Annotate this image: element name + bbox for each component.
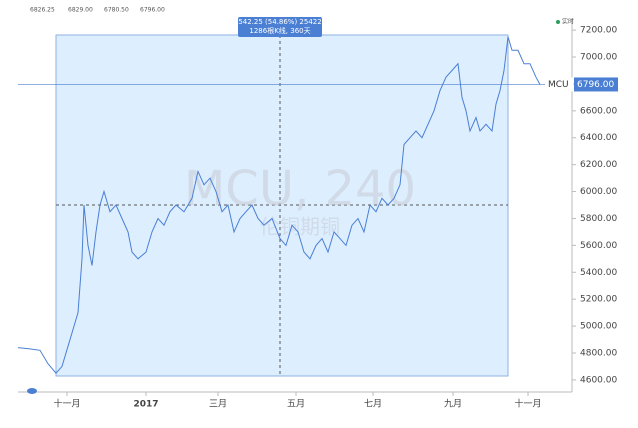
header-open: 6826.25 — [30, 7, 55, 14]
y-tick-label: 6400.00 — [580, 133, 617, 143]
y-tick-label: 6200.00 — [580, 160, 617, 170]
x-tick-label: 十一月 — [53, 398, 80, 410]
y-tick-label: 5000.00 — [580, 322, 617, 332]
y-tick-label: 5800.00 — [580, 214, 617, 224]
y-tick-label: 4800.00 — [580, 348, 617, 358]
watermark-sub: 伦铜期铜 — [260, 215, 340, 239]
y-tick-label: 4600.00 — [580, 375, 617, 385]
watermark: MCU, 240 — [184, 161, 416, 217]
x-tick-label: 2017 — [133, 400, 158, 410]
y-tick-label: 6000.00 — [580, 187, 617, 197]
y-tick-label: 5200.00 — [580, 295, 617, 305]
x-tick-label: 十一月 — [514, 398, 541, 410]
symbol: MCU — [548, 80, 569, 90]
measure-tag — [238, 17, 322, 37]
symbol-tag — [545, 77, 573, 92]
x-tick-label: 七月 — [364, 399, 382, 410]
price-tag-label: 6796.00 — [577, 80, 614, 90]
y-tick-label: 5600.00 — [580, 241, 617, 251]
measure-text: 1286根K线, 360天 — [249, 26, 310, 35]
header-close: 6796.00 — [140, 7, 165, 14]
x-tick-label: 九月 — [444, 399, 462, 410]
live-dot — [556, 20, 560, 24]
measure-box — [55, 34, 509, 377]
measure-text: 2542.25 (54.86%) 254225 — [234, 18, 326, 26]
logo — [27, 388, 37, 394]
y-tick-label: 5400.00 — [580, 268, 617, 278]
header-high: 6829.00 — [68, 7, 93, 14]
header-low: 6780.50 — [104, 7, 129, 14]
price-tag — [574, 77, 618, 92]
y-tick-label: 6600.00 — [580, 106, 617, 116]
y-tick-label: 7000.00 — [580, 53, 617, 63]
y-tick-label: 7200.00 — [580, 26, 617, 36]
x-tick-label: 三月 — [209, 399, 227, 410]
live-label: 实时 — [562, 18, 574, 26]
x-tick-label: 五月 — [287, 399, 305, 410]
price-line — [17, 36, 541, 374]
